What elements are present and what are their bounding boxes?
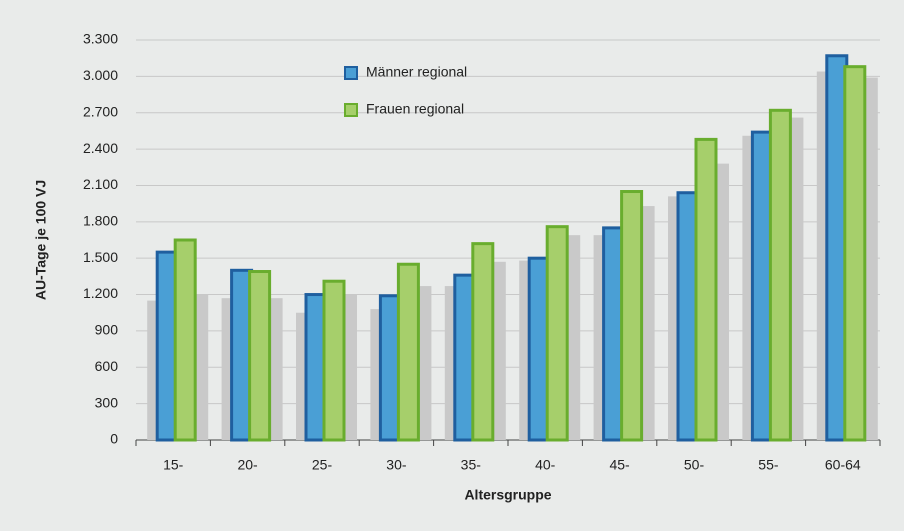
x-tick-label: 25- [312, 457, 333, 473]
y-tick-label: 300 [95, 394, 119, 410]
y-tick-label: 900 [95, 322, 119, 338]
y-tick-label: 2.700 [83, 103, 118, 119]
x-tick-label: 50- [684, 457, 705, 473]
bar [173, 238, 197, 442]
x-tick-label: 20- [237, 457, 258, 473]
bar [322, 279, 346, 442]
x-tick-label: 55- [758, 457, 779, 473]
bar [843, 65, 867, 442]
bar [396, 262, 420, 442]
y-tick-label: 3.300 [83, 31, 118, 47]
y-tick-label: 2.400 [83, 140, 118, 156]
y-axis-label: AU-Tage je 100 VJ [33, 180, 49, 300]
bar [545, 225, 569, 442]
y-tick-label: 600 [95, 358, 119, 374]
y-tick-label: 3.000 [83, 67, 118, 83]
bar [620, 190, 644, 442]
legend-swatch [344, 103, 358, 117]
y-tick-label: 0 [110, 431, 118, 447]
y-tick-label: 1.800 [83, 213, 118, 229]
x-axis-label: Altersgruppe [464, 487, 551, 503]
x-tick-label: 30- [386, 457, 407, 473]
bar [471, 242, 495, 442]
y-tick-label: 1.200 [83, 285, 118, 301]
x-tick-label: 60-64 [825, 457, 861, 473]
x-tick-label: 35- [461, 457, 482, 473]
bar [248, 270, 272, 442]
legend-label: Männer regional [366, 64, 467, 80]
legend-label: Frauen regional [366, 101, 464, 117]
bar [694, 137, 718, 442]
x-tick-label: 15- [163, 457, 184, 473]
x-tick-label: 45- [609, 457, 630, 473]
bar [768, 108, 792, 442]
legend-swatch [344, 66, 358, 80]
y-tick-label: 1.500 [83, 249, 118, 265]
y-tick-label: 2.100 [83, 176, 118, 192]
x-tick-label: 40- [535, 457, 556, 473]
